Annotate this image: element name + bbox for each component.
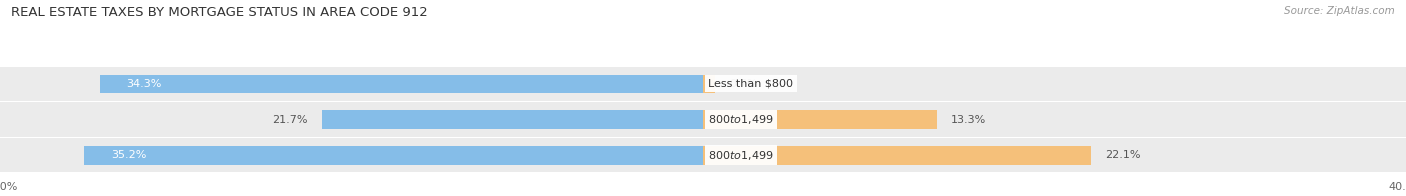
Bar	[0, 67, 1406, 101]
Bar	[322, 110, 703, 129]
Bar	[84, 146, 703, 165]
Text: 34.3%: 34.3%	[127, 79, 162, 89]
Bar	[703, 146, 1091, 165]
Text: REAL ESTATE TAXES BY MORTGAGE STATUS IN AREA CODE 912: REAL ESTATE TAXES BY MORTGAGE STATUS IN …	[11, 6, 427, 19]
Bar	[703, 74, 716, 93]
Bar	[100, 74, 703, 93]
Bar	[0, 138, 1406, 172]
Text: 35.2%: 35.2%	[111, 150, 146, 160]
Text: Less than $800: Less than $800	[709, 79, 793, 89]
Text: 22.1%: 22.1%	[1105, 150, 1140, 160]
Text: $800 to $1,499: $800 to $1,499	[709, 113, 773, 126]
Bar	[703, 110, 936, 129]
Bar	[0, 102, 1406, 137]
Text: 0.7%: 0.7%	[730, 79, 758, 89]
Text: 13.3%: 13.3%	[950, 114, 986, 125]
Text: 21.7%: 21.7%	[273, 114, 308, 125]
Text: $800 to $1,499: $800 to $1,499	[709, 149, 773, 162]
Text: Source: ZipAtlas.com: Source: ZipAtlas.com	[1284, 6, 1395, 16]
